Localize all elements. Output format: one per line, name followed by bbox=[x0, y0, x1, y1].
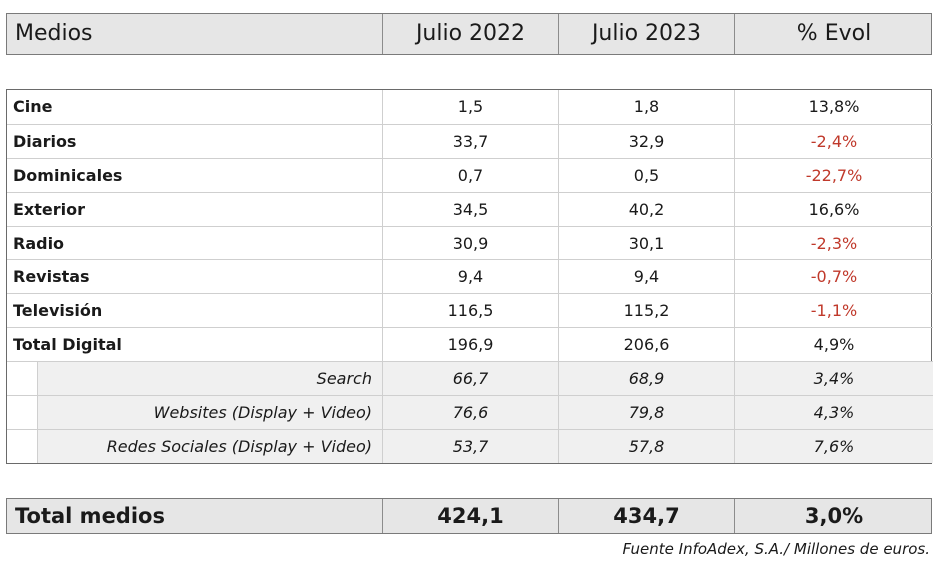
value-2023: 32,9 bbox=[558, 123, 734, 158]
value-evol: 7,6% bbox=[734, 428, 933, 463]
subrow-label-cell: Websites (Display + Video) bbox=[7, 395, 382, 429]
value-evol: 13,8% bbox=[734, 90, 933, 124]
row-label: Dominicales bbox=[7, 157, 382, 192]
value-2022: 116,5 bbox=[382, 293, 558, 328]
value-2023: 0,5 bbox=[558, 157, 734, 192]
value-2023: 1,8 bbox=[558, 90, 734, 124]
header-julio-2022: Julio 2022 bbox=[382, 14, 558, 54]
subrow-label-cell: Search bbox=[7, 361, 382, 396]
value-evol: -22,7% bbox=[734, 157, 933, 192]
subrow-label: Websites (Display + Video) bbox=[37, 396, 382, 429]
value-2022: 1,5 bbox=[382, 90, 558, 124]
total-2022: 424,1 bbox=[382, 499, 558, 533]
row-label: Cine bbox=[13, 97, 53, 116]
row-label: Revistas bbox=[7, 259, 382, 293]
value-evol: -0,7% bbox=[734, 259, 933, 294]
total-row: Total medios 424,1 434,7 3,0% bbox=[6, 498, 932, 534]
header-julio-2023: Julio 2023 bbox=[558, 14, 734, 54]
total-2023: 434,7 bbox=[558, 499, 734, 533]
source-note: Fuente InfoAdex, S.A./ Millones de euros… bbox=[622, 540, 931, 558]
row-label: Televisión bbox=[7, 293, 382, 327]
row-label: Total Digital bbox=[7, 327, 382, 361]
subrow-label: Search bbox=[37, 362, 382, 396]
value-2022: 196,9 bbox=[382, 327, 558, 362]
value-2022: 76,6 bbox=[382, 395, 558, 429]
value-evol: 3,4% bbox=[734, 361, 933, 396]
value-2023: 115,2 bbox=[558, 293, 734, 328]
media-table: Cine 1,5 1,8 13,8% Diarios 33,7 32,9 -2,… bbox=[6, 89, 933, 464]
subrow-label-cell: Redes Sociales (Display + Video) bbox=[7, 428, 382, 463]
value-2022: 33,7 bbox=[382, 123, 558, 158]
value-2023: 40,2 bbox=[558, 191, 734, 226]
value-evol: 4,3% bbox=[734, 395, 933, 429]
header-medios: Medios bbox=[15, 21, 93, 46]
row-label: Radio bbox=[7, 225, 382, 260]
value-2022: 66,7 bbox=[382, 361, 558, 396]
value-2023: 68,9 bbox=[558, 361, 734, 396]
value-evol: 16,6% bbox=[734, 191, 933, 226]
table-header: Medios Julio 2022 Julio 2023 % Evol bbox=[6, 13, 932, 55]
total-evol: 3,0% bbox=[734, 499, 933, 533]
row-label: Diarios bbox=[7, 123, 382, 158]
value-2022: 53,7 bbox=[382, 428, 558, 463]
value-2023: 30,1 bbox=[558, 225, 734, 260]
value-2022: 9,4 bbox=[382, 259, 558, 294]
value-2023: 206,6 bbox=[558, 327, 734, 362]
value-evol: 4,9% bbox=[734, 327, 933, 362]
value-2023: 57,8 bbox=[558, 428, 734, 463]
value-2022: 0,7 bbox=[382, 157, 558, 192]
value-2023: 9,4 bbox=[558, 259, 734, 294]
value-evol: -2,3% bbox=[734, 225, 933, 260]
value-2022: 34,5 bbox=[382, 191, 558, 226]
total-label: Total medios bbox=[15, 504, 165, 528]
header-evol: % Evol bbox=[734, 14, 933, 54]
row-label: Exterior bbox=[7, 191, 382, 226]
value-evol: -1,1% bbox=[734, 293, 933, 328]
subrow-label: Redes Sociales (Display + Video) bbox=[37, 429, 382, 463]
value-2023: 79,8 bbox=[558, 395, 734, 429]
value-2022: 30,9 bbox=[382, 225, 558, 260]
value-evol: -2,4% bbox=[734, 123, 933, 158]
